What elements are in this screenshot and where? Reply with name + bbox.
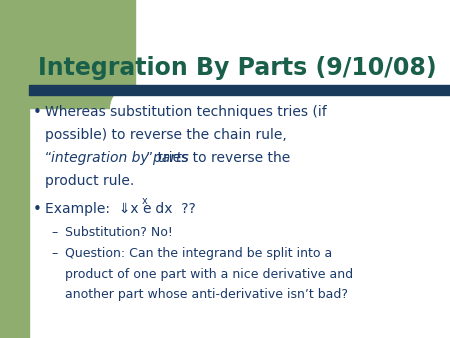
Bar xyxy=(29,84,450,95)
Text: dx  ??: dx ?? xyxy=(151,202,195,216)
Text: another part whose anti-derivative isn’t bad?: another part whose anti-derivative isn’t… xyxy=(65,288,348,301)
Text: –: – xyxy=(52,247,58,260)
Text: Integration By Parts (9/10/08): Integration By Parts (9/10/08) xyxy=(38,55,437,80)
Text: product of one part with a nice derivative and: product of one part with a nice derivati… xyxy=(65,268,353,281)
Text: –: – xyxy=(52,226,58,239)
Ellipse shape xyxy=(111,86,159,130)
Bar xyxy=(122,88,148,118)
Text: Whereas substitution techniques tries (if: Whereas substitution techniques tries (i… xyxy=(45,105,327,119)
Text: ” tries to reverse the: ” tries to reverse the xyxy=(146,151,291,165)
Text: Example:  ⇓x e: Example: ⇓x e xyxy=(45,202,152,216)
Text: possible) to reverse the chain rule,: possible) to reverse the chain rule, xyxy=(45,128,287,142)
Text: •: • xyxy=(33,105,42,120)
Text: product rule.: product rule. xyxy=(45,174,134,188)
Bar xyxy=(0,0,135,108)
Text: Question: Can the integrand be split into a: Question: Can the integrand be split int… xyxy=(65,247,333,260)
Bar xyxy=(0,0,29,338)
Text: Substitution? No!: Substitution? No! xyxy=(65,226,173,239)
Text: •: • xyxy=(33,202,42,217)
Text: integration by parts: integration by parts xyxy=(51,151,189,165)
Text: “: “ xyxy=(45,151,52,165)
Text: x: x xyxy=(141,196,147,206)
